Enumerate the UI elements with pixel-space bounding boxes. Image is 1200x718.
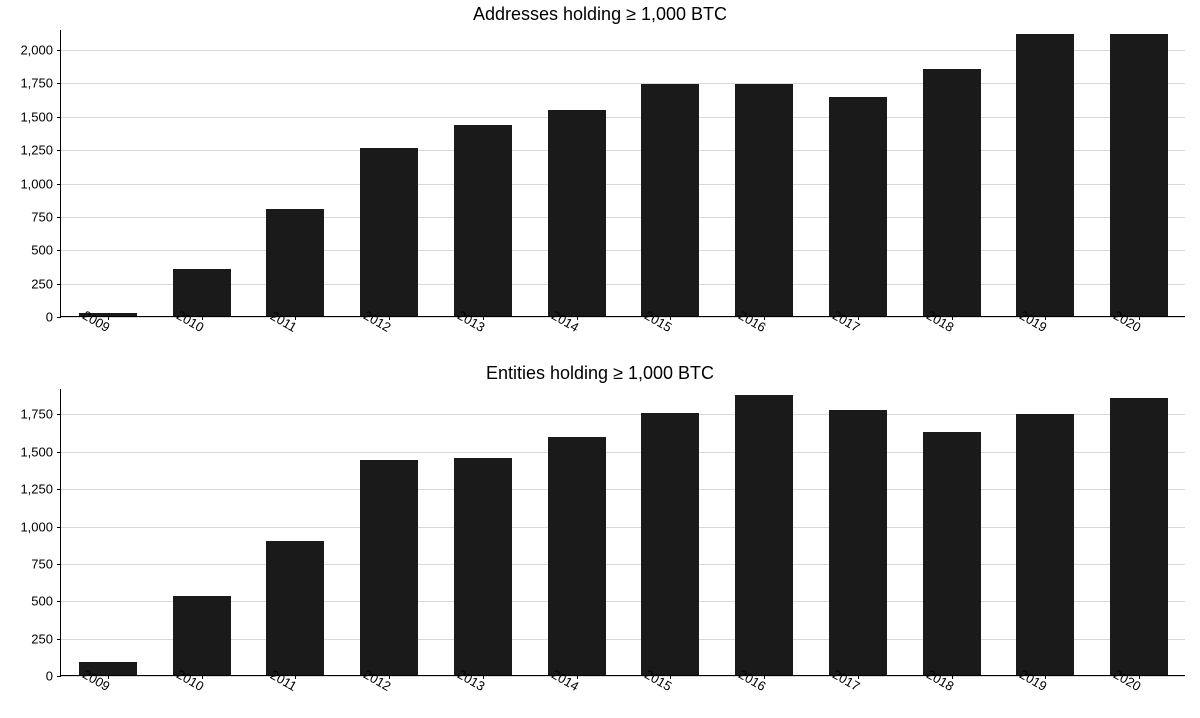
chart-title: Addresses holding ≥ 1,000 BTC xyxy=(0,4,1200,25)
chart-panel-entities: Entities holding ≥ 1,000 BTC 02505007501… xyxy=(0,359,1200,718)
gridline xyxy=(61,317,1185,318)
chart-title: Entities holding ≥ 1,000 BTC xyxy=(0,363,1200,384)
bar xyxy=(548,437,606,675)
plot-area-addresses: 02505007501,0001,2501,5001,7502,00020092… xyxy=(60,30,1185,317)
gridline xyxy=(61,676,1185,677)
bar xyxy=(1110,398,1168,675)
bar xyxy=(1016,414,1074,675)
bar xyxy=(266,541,324,675)
bar xyxy=(360,460,418,675)
bar xyxy=(266,209,324,316)
xtick-label: 2009 xyxy=(80,308,113,335)
bar xyxy=(735,84,793,316)
ytick-label: 0 xyxy=(46,669,61,684)
bar xyxy=(454,125,512,316)
bar xyxy=(1110,34,1168,316)
ytick-label: 500 xyxy=(31,243,61,258)
bar xyxy=(829,97,887,316)
ytick-label: 1,500 xyxy=(20,444,61,459)
ytick-label: 250 xyxy=(31,631,61,646)
bar xyxy=(641,413,699,675)
bar xyxy=(923,432,981,675)
bar xyxy=(1016,34,1074,316)
ytick-label: 0 xyxy=(46,310,61,325)
ytick-label: 750 xyxy=(31,209,61,224)
ytick-label: 1,250 xyxy=(20,143,61,158)
bar xyxy=(548,110,606,316)
ytick-label: 1,500 xyxy=(20,109,61,124)
ytick-label: 500 xyxy=(31,594,61,609)
chart-page: Addresses holding ≥ 1,000 BTC 0250500750… xyxy=(0,0,1200,718)
ytick-label: 2,000 xyxy=(20,43,61,58)
ytick-label: 750 xyxy=(31,556,61,571)
plot-area-entities: 02505007501,0001,2501,5001,7502009201020… xyxy=(60,389,1185,676)
ytick-label: 250 xyxy=(31,276,61,291)
bar xyxy=(360,148,418,316)
bar xyxy=(173,596,231,675)
ytick-label: 1,750 xyxy=(20,407,61,422)
ytick-label: 1,000 xyxy=(20,176,61,191)
bar xyxy=(923,69,981,316)
bar xyxy=(829,410,887,675)
bar xyxy=(735,395,793,675)
ytick-label: 1,250 xyxy=(20,482,61,497)
chart-panel-addresses: Addresses holding ≥ 1,000 BTC 0250500750… xyxy=(0,0,1200,359)
ytick-label: 1,750 xyxy=(20,76,61,91)
bar xyxy=(641,84,699,316)
ytick-label: 1,000 xyxy=(20,519,61,534)
bar xyxy=(454,458,512,675)
